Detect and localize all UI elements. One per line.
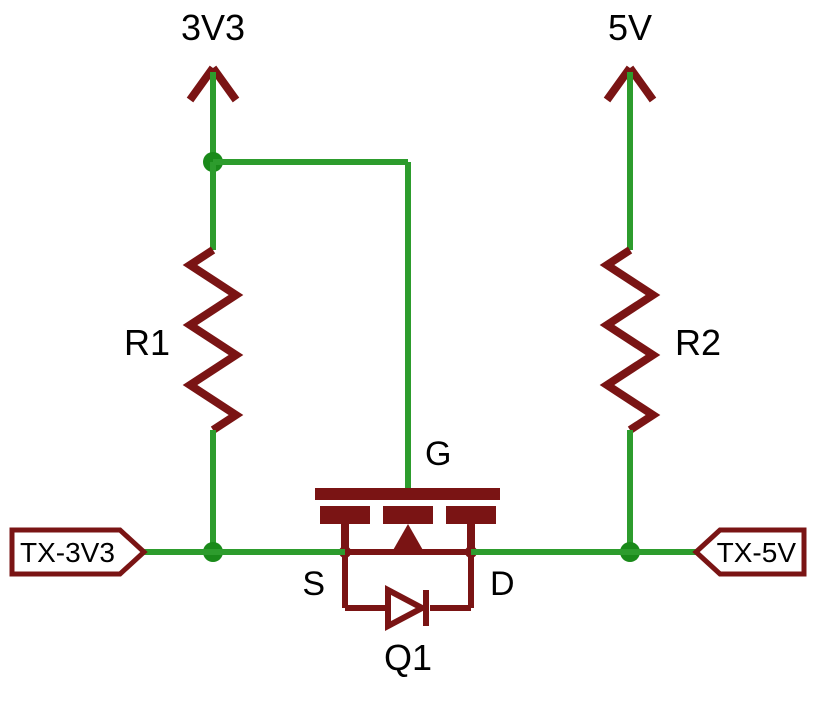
- label-r1: R1: [124, 322, 170, 363]
- label-q1: Q1: [384, 637, 432, 678]
- label-drain: D: [490, 565, 515, 603]
- label-port-left: TX-3V3: [20, 537, 115, 568]
- resistor-r2: [607, 250, 653, 430]
- circuit-schematic: 3V3 5V R1 R2 G S D Q1 TX-3V3 TX-5V: [0, 0, 816, 718]
- body-diode-triangle: [388, 590, 422, 626]
- label-port-right: TX-5V: [717, 537, 797, 568]
- label-5v: 5V: [608, 7, 652, 48]
- mosfet-body-arrow: [392, 524, 424, 552]
- label-gate: G: [425, 435, 451, 473]
- label-r2: R2: [675, 322, 721, 363]
- label-3v3: 3V3: [181, 7, 245, 48]
- label-source: S: [302, 565, 325, 603]
- resistor-r1: [190, 250, 236, 430]
